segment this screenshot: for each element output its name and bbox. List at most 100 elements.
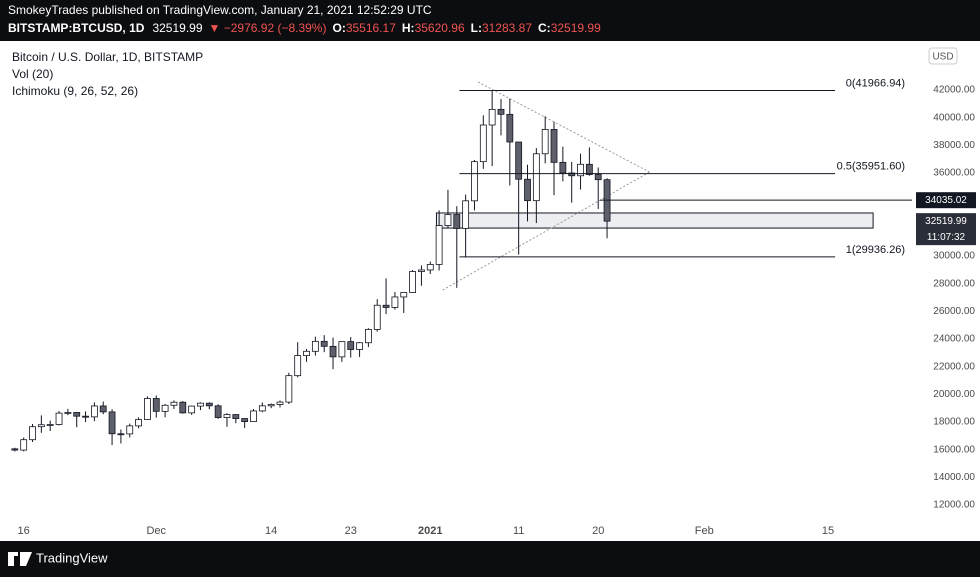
- last-price-tag: [916, 213, 976, 246]
- ohlc-label: L:: [471, 21, 482, 35]
- candle-body: [382, 304, 390, 308]
- candle-body: [338, 341, 346, 358]
- candle-body: [311, 340, 319, 352]
- candle-body: [99, 405, 107, 413]
- candle-body: [223, 414, 231, 418]
- candle-body: [594, 174, 602, 181]
- candle-body: [152, 398, 160, 412]
- candle-body: [506, 113, 514, 143]
- fib-label: 0(41966.94): [846, 77, 905, 89]
- legend-vol: Vol (20): [12, 67, 53, 81]
- header-bg: [0, 0, 980, 41]
- y-tick-label: 12000.00: [933, 500, 975, 511]
- y-tick-label: 16000.00: [933, 444, 975, 455]
- countdown-label: 11:07:32: [927, 232, 966, 243]
- candle-body: [497, 108, 505, 115]
- y-tick-label: 40000.00: [933, 112, 975, 123]
- ohlc-value: 31283.87: [482, 21, 532, 35]
- candle-body: [170, 401, 178, 406]
- candle-body: [285, 375, 293, 403]
- trendline: [477, 81, 650, 173]
- footer-bg: [0, 541, 980, 577]
- candle-body: [135, 419, 142, 427]
- y-tick-label: 24000.00: [933, 334, 975, 345]
- candle-body: [462, 200, 470, 229]
- last-price-label: 32519.99: [925, 216, 967, 227]
- candle-body: [29, 426, 36, 441]
- candle-body: [559, 161, 567, 174]
- candle-body: [46, 424, 54, 426]
- candle-body: [250, 410, 257, 422]
- x-tick-label: 20: [592, 525, 604, 537]
- candle-body: [258, 405, 266, 412]
- y-tick-label: 38000.00: [933, 140, 975, 151]
- candle-body: [541, 129, 549, 155]
- candle-body: [347, 341, 355, 350]
- y-tick-label: 14000.00: [933, 472, 975, 483]
- candle-body: [409, 271, 416, 293]
- candle-body: [585, 163, 593, 175]
- candle-body: [55, 412, 63, 425]
- candle-body: [568, 172, 576, 177]
- candle-body: [524, 178, 531, 202]
- x-tick-label: 16: [18, 525, 30, 537]
- ohlc-value: 35516.17: [346, 21, 396, 35]
- candle-body: [126, 425, 134, 435]
- footer-brand: TradingView: [36, 550, 108, 565]
- header-price: 32519.99: [152, 21, 202, 35]
- ohlc-label: H:: [402, 21, 415, 35]
- candle-body: [64, 412, 72, 414]
- x-tick-label: 14: [265, 525, 277, 537]
- y-tick-label: 20000.00: [933, 389, 975, 400]
- x-tick-label: 2021: [418, 525, 442, 537]
- candle-body: [20, 439, 28, 451]
- candle-body: [391, 296, 399, 308]
- currency-button[interactable]: [928, 47, 958, 65]
- candle-body: [453, 214, 461, 229]
- candle-body: [418, 269, 425, 272]
- candle-body: [426, 264, 434, 271]
- candle-body: [214, 405, 222, 418]
- x-tick-label: 23: [345, 525, 357, 537]
- candle-body: [241, 418, 249, 422]
- candle-body: [515, 141, 523, 180]
- ohlc-label: C:: [538, 21, 551, 35]
- x-tick-label: Feb: [695, 525, 714, 537]
- x-tick-label: 15: [822, 525, 834, 537]
- x-tick-label: 11: [513, 525, 524, 537]
- legend-ichimoku: Ichimoku (9, 26, 52, 26): [12, 84, 138, 98]
- legend-title: Bitcoin / U.S. Dollar, 1D, BITSTAMP: [12, 50, 203, 64]
- y-tick-label: 36000.00: [933, 168, 975, 179]
- candle-body: [188, 405, 196, 414]
- currency-label: USD: [932, 52, 953, 63]
- candle-body: [444, 214, 452, 226]
- candle-body: [373, 304, 381, 330]
- y-tick-label: 30000.00: [933, 251, 975, 262]
- price-tag: [916, 192, 976, 209]
- candle-body: [37, 424, 45, 428]
- candle-body: [320, 340, 328, 347]
- candle-body: [471, 161, 478, 202]
- header-change: ▼ −2976.92 (−8.39%): [209, 21, 327, 35]
- candle-body: [179, 401, 187, 414]
- fib-label: 1(29936.26): [846, 244, 905, 256]
- candle-body: [11, 448, 19, 451]
- ohlc-label: O:: [332, 21, 345, 35]
- footer-logo: [8, 552, 32, 566]
- y-tick-label: 26000.00: [933, 306, 975, 317]
- candle-body: [161, 404, 169, 412]
- candle-body: [82, 415, 89, 418]
- candle-body: [232, 414, 240, 419]
- candle-body: [364, 329, 372, 344]
- ohlc-value: 32519.99: [551, 21, 601, 35]
- candle-body: [303, 350, 310, 357]
- header-symbol: BITSTAMP:BTCUSD, 1D: [8, 21, 145, 35]
- y-tick-label: 42000.00: [933, 85, 975, 96]
- candle-body: [550, 129, 558, 163]
- ohlc-value: 35620.96: [415, 21, 465, 35]
- x-tick-label: Dec: [146, 525, 166, 537]
- candle-body: [267, 404, 275, 407]
- y-tick-label: 18000.00: [933, 417, 975, 428]
- candle-body: [577, 163, 584, 177]
